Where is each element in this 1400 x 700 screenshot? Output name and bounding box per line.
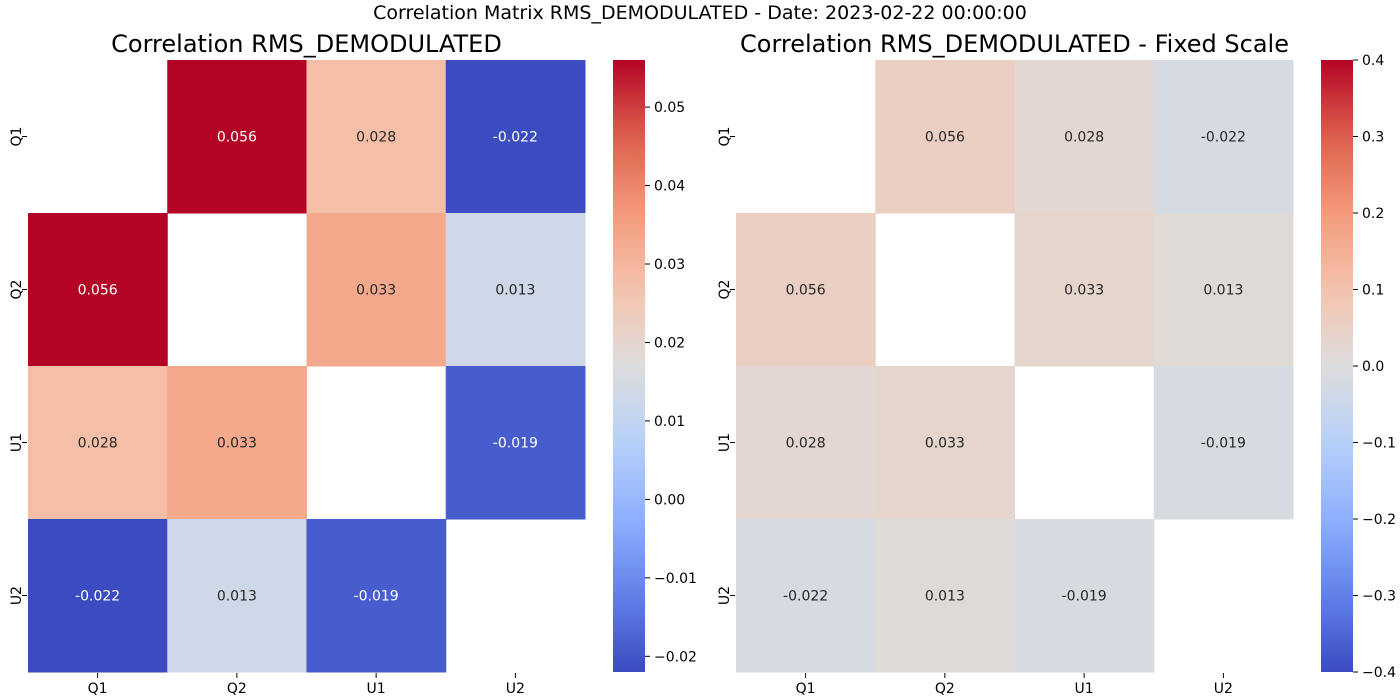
colorbar-tick-label: 0.04 xyxy=(654,179,685,195)
cell-value-label: 0.056 xyxy=(217,130,257,146)
heatmap-cell xyxy=(167,366,307,520)
y-tick-label: U1 xyxy=(9,433,25,452)
heatmap-cell xyxy=(167,60,307,214)
colorbar-tick-label: 0.2 xyxy=(1362,206,1384,222)
cell-value-label: -0.019 xyxy=(1201,436,1246,452)
cell-value-label: 0.033 xyxy=(925,436,965,452)
colorbar-tick-label: 0.4 xyxy=(1362,53,1384,69)
cell-value-label: 0.013 xyxy=(495,283,535,299)
cell-value-label: 0.028 xyxy=(78,436,118,452)
heatmap-cell xyxy=(1014,213,1155,367)
x-tick-label: U1 xyxy=(367,681,386,697)
heatmap-cell xyxy=(1153,60,1294,214)
heatmap-cell xyxy=(1153,213,1294,367)
heatmap-cell xyxy=(1014,60,1155,214)
y-tick-label: U1 xyxy=(717,433,733,452)
colorbar-tick-label: 0.02 xyxy=(654,335,685,351)
cell-value-label: 0.056 xyxy=(78,283,118,299)
colorbar-tick-label: 0.01 xyxy=(654,414,685,430)
y-tick-label: U2 xyxy=(9,586,25,605)
cell-value-label: 0.013 xyxy=(925,589,965,605)
colorbar-tick-label: −0.2 xyxy=(1362,512,1396,528)
y-tick-label: Q2 xyxy=(717,280,733,300)
cell-value-label: -0.022 xyxy=(783,589,828,605)
heatmap-cell xyxy=(736,366,876,520)
colorbar-tick-label: 0.00 xyxy=(654,492,685,508)
cell-value-label: 0.013 xyxy=(1203,283,1243,299)
heatmap-cell xyxy=(736,519,876,673)
colorbar-tick-label: −0.01 xyxy=(654,571,697,587)
panel-title: Correlation RMS_DEMODULATED xyxy=(111,30,502,58)
x-tick-label: U2 xyxy=(506,681,525,697)
colorbar-tick-label: −0.1 xyxy=(1362,436,1396,452)
cell-value-label: 0.056 xyxy=(786,283,826,299)
colorbar-tick-label: 0.1 xyxy=(1362,283,1384,299)
cell-value-label: -0.022 xyxy=(75,589,120,605)
heatmap-cell xyxy=(167,519,307,673)
heatmap-cell xyxy=(875,366,1015,520)
colorbar xyxy=(1321,60,1353,672)
heatmap-panel-1: Correlation RMS_DEMODULATED 0.056 0.028 -0.… xyxy=(9,30,697,697)
colorbar-tick-label: −0.3 xyxy=(1362,589,1396,605)
cell-value-label: -0.019 xyxy=(354,589,399,605)
heatmap-cell xyxy=(1014,519,1155,673)
cell-value-label: -0.022 xyxy=(493,130,538,146)
cell-value-label: -0.019 xyxy=(493,436,538,452)
colorbar-tick-label: 0.3 xyxy=(1362,130,1384,146)
cell-value-label: -0.022 xyxy=(1201,130,1246,146)
heatmap-cell xyxy=(28,213,168,367)
x-tick-label: Q1 xyxy=(796,681,816,697)
cell-value-label: 0.033 xyxy=(356,283,396,299)
colorbar xyxy=(613,60,645,672)
heatmap-panel-2: Correlation RMS_DEMODULATED - Fixed Scal… xyxy=(717,30,1396,697)
cell-value-label: 0.028 xyxy=(786,436,826,452)
heatmap-cell xyxy=(306,213,447,367)
heatmap-cell xyxy=(306,60,447,214)
colorbar-tick-label: 0.03 xyxy=(654,257,685,273)
cell-value-label: 0.013 xyxy=(217,589,257,605)
x-tick-label: Q1 xyxy=(88,681,108,697)
cell-value-label: 0.033 xyxy=(217,436,257,452)
panel-title: Correlation RMS_DEMODULATED - Fixed Scal… xyxy=(740,30,1289,58)
heatmap-cell xyxy=(445,60,586,214)
heatmap-cell xyxy=(875,60,1015,214)
y-tick-label: U2 xyxy=(717,586,733,605)
heatmap-cell xyxy=(306,519,447,673)
heatmap-cell xyxy=(445,366,586,520)
colorbar-tick-label: 0.0 xyxy=(1362,359,1384,375)
heatmap-cell xyxy=(28,519,168,673)
y-tick-label: Q1 xyxy=(717,127,733,147)
heatmap-cell xyxy=(445,213,586,367)
heatmap-cell xyxy=(736,213,876,367)
heatmap-cell xyxy=(28,366,168,520)
cell-value-label: 0.028 xyxy=(356,130,396,146)
colorbar-tick-label: −0.02 xyxy=(654,649,697,665)
cell-value-label: 0.028 xyxy=(1064,130,1104,146)
x-tick-label: U2 xyxy=(1214,681,1233,697)
heatmap-cell xyxy=(875,519,1015,673)
x-tick-label: U1 xyxy=(1075,681,1094,697)
heatmap-cell xyxy=(1153,366,1294,520)
y-tick-label: Q2 xyxy=(9,280,25,300)
x-tick-label: Q2 xyxy=(935,681,955,697)
figure-suptitle: Correlation Matrix RMS_DEMODULATED - Dat… xyxy=(373,2,1027,24)
x-tick-label: Q2 xyxy=(227,681,247,697)
cell-value-label: 0.056 xyxy=(925,130,965,146)
cell-value-label: -0.019 xyxy=(1062,589,1107,605)
colorbar-tick-label: 0.05 xyxy=(654,100,685,116)
y-tick-label: Q1 xyxy=(9,127,25,147)
colorbar-tick-label: −0.4 xyxy=(1362,665,1396,681)
cell-value-label: 0.033 xyxy=(1064,283,1104,299)
